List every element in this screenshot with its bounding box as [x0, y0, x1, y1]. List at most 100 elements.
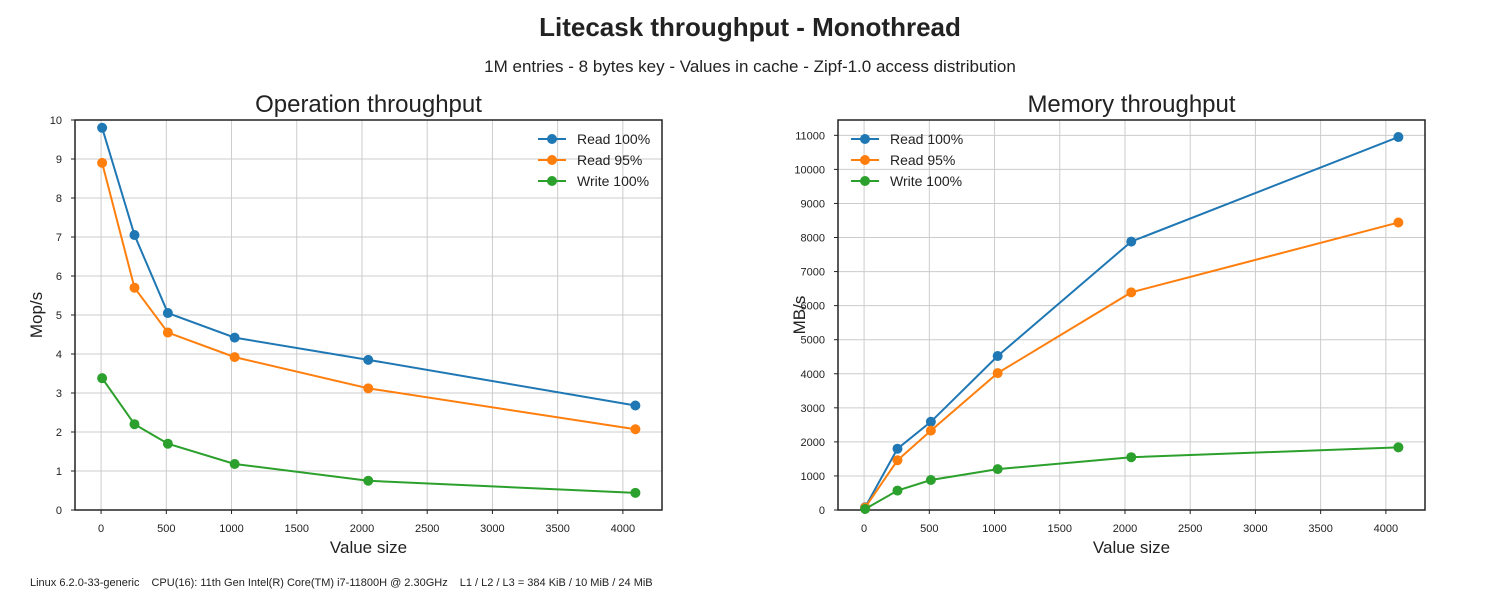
data-point — [97, 122, 108, 133]
y-tick-label: 7 — [56, 232, 62, 244]
data-point — [162, 308, 173, 319]
x-tick-label: 500 — [920, 523, 938, 535]
legend-label: Read 100% — [890, 131, 963, 147]
data-point — [860, 503, 871, 514]
x-tick-label: 2500 — [415, 523, 439, 535]
y-axis-label: Mop/s — [27, 292, 46, 338]
data-point — [229, 332, 240, 343]
data-point — [630, 424, 641, 435]
chart-title: Operation throughput — [255, 91, 482, 118]
legend-marker — [547, 134, 557, 144]
y-tick-label: 5000 — [801, 335, 825, 347]
y-tick-label: 8 — [56, 193, 62, 205]
footer-cpu: CPU(16): 11th Gen Intel(R) Core(TM) i7-1… — [151, 577, 448, 589]
legend-label: Write 100% — [577, 173, 649, 189]
data-point — [97, 373, 108, 384]
y-tick-label: 3000 — [801, 403, 825, 415]
data-point — [129, 230, 140, 241]
data-point — [925, 475, 936, 486]
series-line — [864, 136, 1399, 508]
data-point — [129, 282, 140, 293]
series-line — [864, 221, 1399, 509]
data-point — [1126, 452, 1137, 463]
legend-label: Read 100% — [577, 131, 650, 147]
y-tick-label: 4 — [56, 349, 62, 361]
system-info-footer: Linux 6.2.0-33-generic CPU(16): 11th Gen … — [30, 577, 665, 589]
data-point — [1393, 217, 1404, 228]
figure-subtitle: 1M entries - 8 bytes key - Values in cac… — [484, 57, 1016, 76]
footer-cache: L1 / L2 / L3 = 384 KiB / 10 MiB / 24 MiB — [459, 577, 653, 589]
data-point — [1126, 236, 1137, 247]
data-point — [363, 354, 374, 365]
x-tick-label: 3000 — [1243, 523, 1267, 535]
legend-marker — [547, 176, 557, 186]
x-tick-label: 4000 — [1374, 523, 1398, 535]
x-tick-label: 2500 — [1178, 523, 1202, 535]
legend-marker — [860, 176, 870, 186]
y-tick-label: 11000 — [795, 130, 825, 142]
x-tick-label: 3500 — [545, 523, 569, 535]
data-point — [1393, 132, 1404, 143]
y-tick-label: 6 — [56, 271, 62, 283]
x-tick-label: 3000 — [480, 523, 504, 535]
x-tick-label: 1500 — [1048, 523, 1072, 535]
data-point — [630, 487, 641, 498]
y-tick-label: 4000 — [801, 369, 825, 381]
data-point — [630, 400, 641, 411]
y-tick-label: 5 — [56, 310, 62, 322]
legend-label: Read 95% — [890, 152, 955, 168]
x-tick-label: 1000 — [982, 523, 1006, 535]
y-tick-label: 1 — [56, 466, 62, 478]
y-tick-label: 7000 — [801, 267, 825, 279]
data-point — [892, 443, 903, 454]
y-tick-label: 2 — [56, 427, 62, 439]
y-tick-label: 1000 — [801, 471, 825, 483]
legend-marker — [860, 155, 870, 165]
data-point — [129, 419, 140, 430]
y-tick-label: 10000 — [794, 164, 825, 176]
memory-throughput-chart: 0 500 1000 1500 2000 2500 3000 3500 4000 0 1000 200… — [790, 91, 1426, 557]
data-point — [1126, 287, 1137, 298]
operation-throughput-chart: 0 500 1000 1500 2000 2500 3000 3500 4000 0 1 2 3 4 5 6 7… — [27, 91, 663, 557]
series-line — [101, 127, 636, 407]
y-tick-label: 2000 — [801, 437, 825, 449]
y-tick-label: 9000 — [801, 198, 825, 210]
x-tick-label: 0 — [861, 523, 867, 535]
data-point — [229, 352, 240, 363]
x-tick-label: 500 — [157, 523, 175, 535]
data-point — [229, 458, 240, 469]
legend-label: Read 95% — [577, 152, 642, 168]
y-tick-label: 9 — [56, 154, 62, 166]
y-tick-label: 0 — [819, 505, 825, 517]
plot-frame — [74, 119, 663, 511]
x-tick-label: 0 — [98, 523, 104, 535]
footer-os: Linux 6.2.0-33-generic — [30, 577, 140, 589]
data-point — [992, 351, 1003, 362]
x-axis-label: Value size — [1093, 538, 1170, 557]
x-tick-label: 2000 — [1113, 523, 1137, 535]
series-line — [101, 377, 636, 494]
x-tick-label: 3500 — [1308, 523, 1332, 535]
data-point — [992, 464, 1003, 475]
y-tick-label: 0 — [56, 505, 62, 517]
data-point — [363, 475, 374, 486]
x-tick-label: 1500 — [285, 523, 309, 535]
data-point — [97, 157, 108, 168]
data-point — [892, 485, 903, 496]
series-line — [864, 446, 1399, 510]
data-point — [162, 438, 173, 449]
series-line — [101, 162, 636, 431]
data-point — [925, 425, 936, 436]
y-tick-label: 10 — [50, 115, 62, 127]
legend-marker — [860, 134, 870, 144]
data-point — [162, 327, 173, 338]
legend-label: Write 100% — [890, 173, 962, 189]
x-tick-label: 1000 — [219, 523, 243, 535]
data-point — [992, 368, 1003, 379]
legend-marker — [547, 155, 557, 165]
x-tick-label: 2000 — [350, 523, 374, 535]
data-point — [925, 416, 936, 427]
y-tick-label: 8000 — [801, 233, 825, 245]
data-point — [1393, 442, 1404, 453]
